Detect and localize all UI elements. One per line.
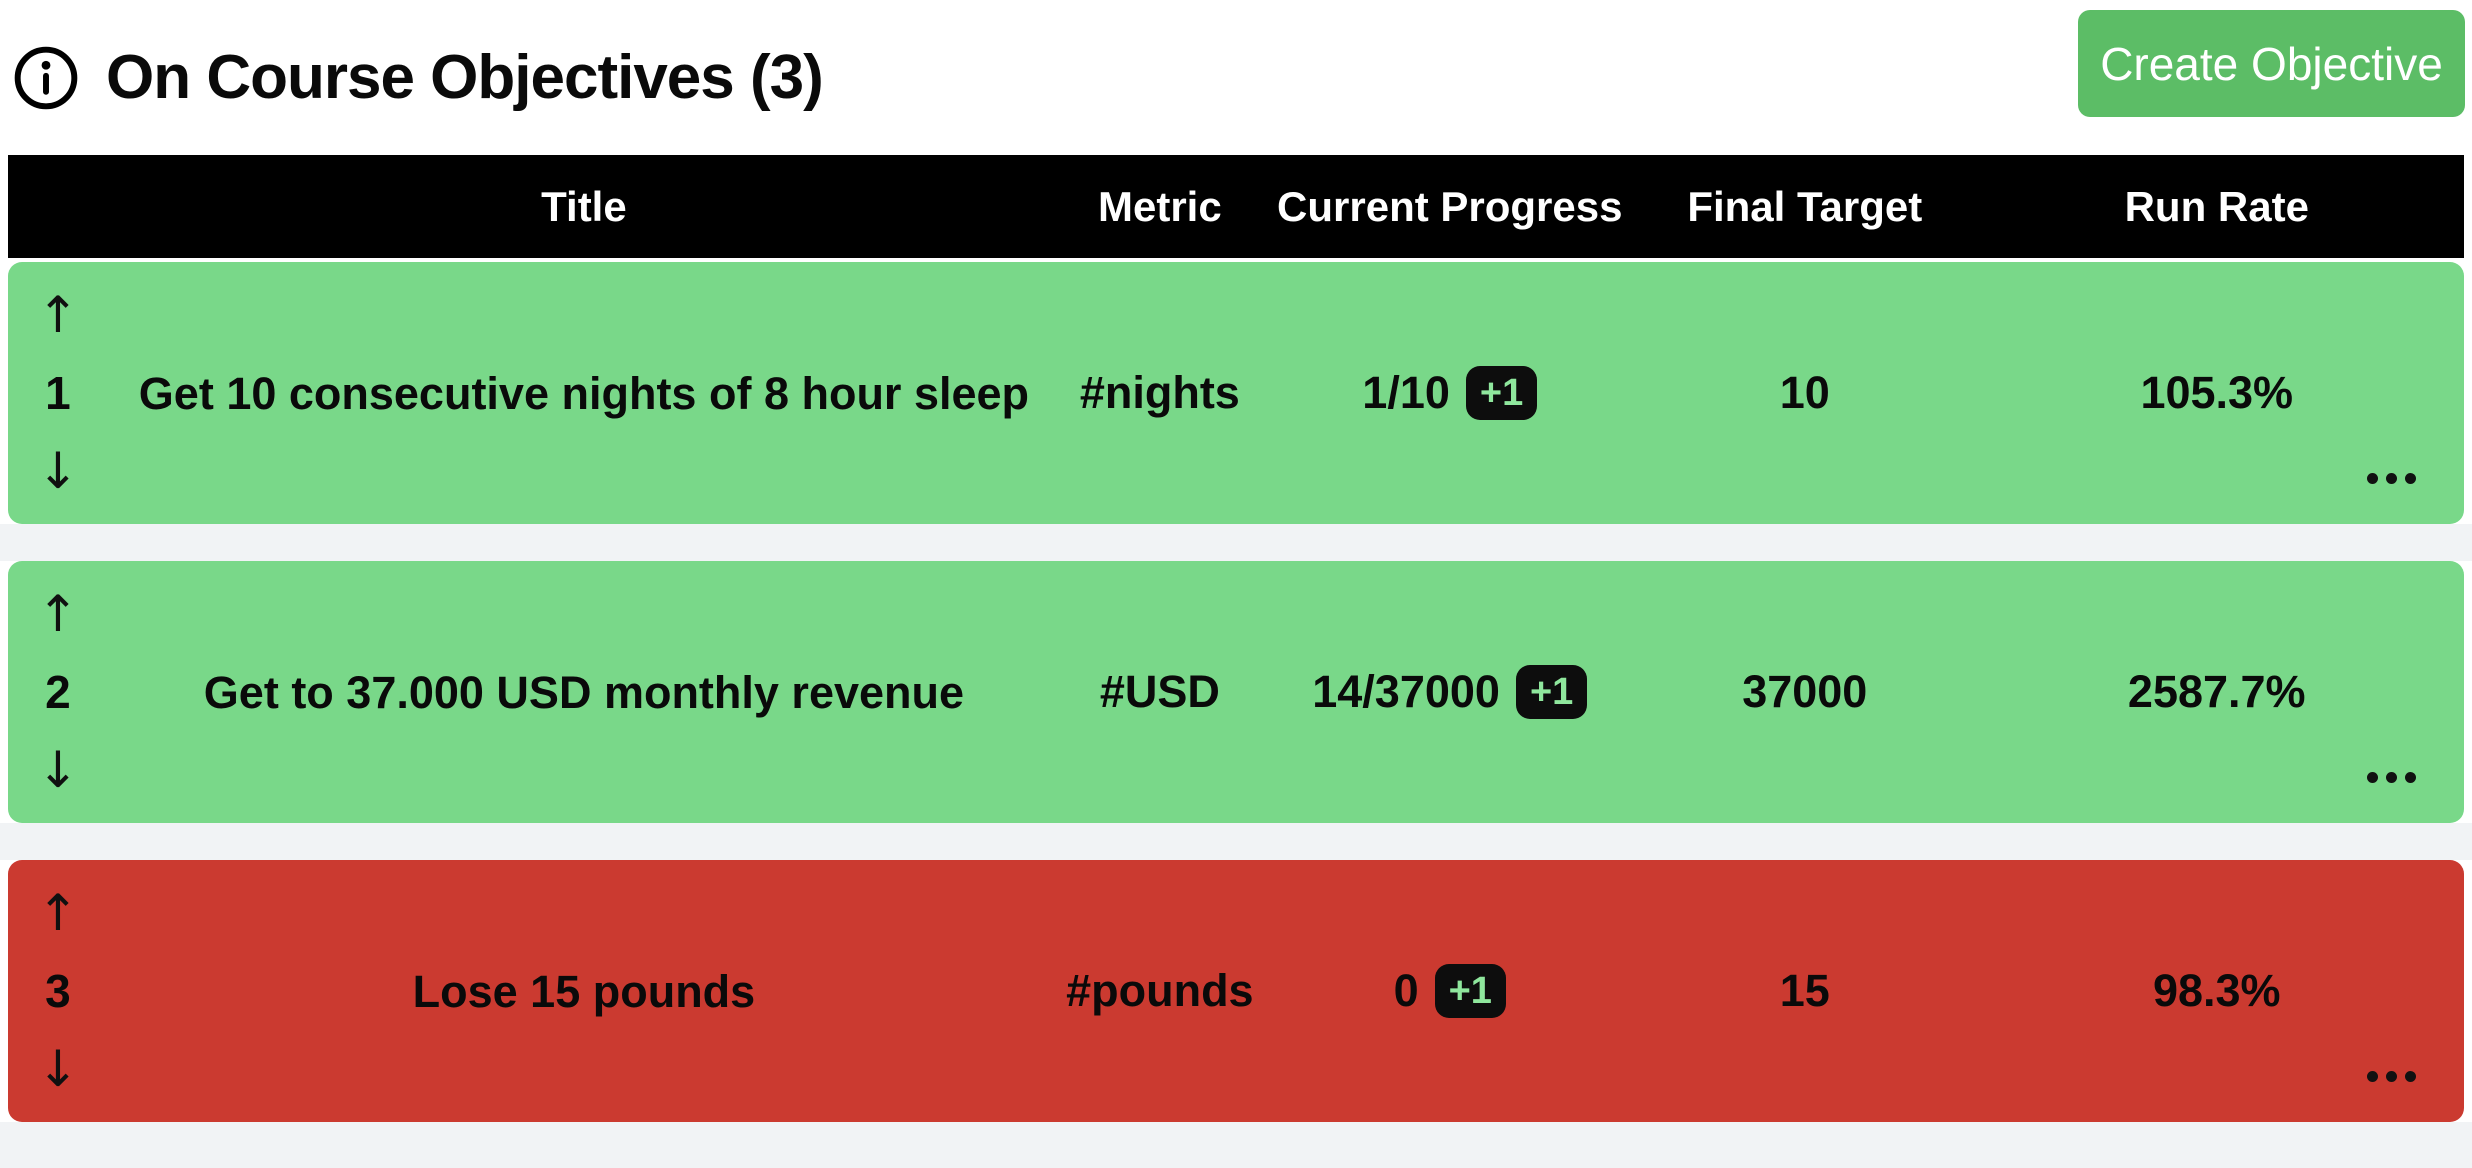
final-target-value: 10 — [1779, 367, 1830, 418]
run-rate-value: 2587.7% — [2127, 666, 2306, 717]
objective-title: Get to 37.000 USD monthly revenue — [203, 666, 965, 718]
objective-metric: #nights — [1079, 367, 1240, 418]
move-down-button[interactable]: ↓ — [37, 1040, 79, 1098]
objective-title: Lose 15 pounds — [412, 965, 756, 1017]
current-progress-cell: 14/37000 +1 — [1260, 561, 1640, 823]
row-gap — [0, 524, 2472, 561]
move-up-button[interactable]: ↑ — [37, 884, 79, 942]
ellipsis-dot — [2405, 1071, 2416, 1082]
final-target-value: 15 — [1779, 965, 1830, 1016]
ellipsis-dot — [2367, 1071, 2378, 1082]
current-progress-value: 1/10 — [1362, 367, 1450, 418]
move-up-button[interactable]: ↑ — [37, 286, 79, 344]
run-rate-value: 98.3% — [2152, 965, 2281, 1016]
row-menu-ellipsis[interactable] — [2363, 768, 2420, 787]
move-down-button[interactable]: ↓ — [37, 741, 79, 799]
bottom-strip — [0, 1122, 2472, 1168]
ellipsis-dot — [2367, 772, 2378, 783]
column-header-title: Title — [541, 182, 627, 230]
row-menu-ellipsis[interactable] — [2363, 1067, 2420, 1086]
final-target-value: 37000 — [1742, 666, 1868, 717]
row-gap — [0, 823, 2472, 860]
objective-title: Get 10 consecutive nights of 8 hour slee… — [138, 367, 1030, 419]
increment-button[interactable]: +1 — [1515, 665, 1588, 719]
objective-row: ↑ 3 ↓ Lose 15 pounds #pounds 0 +1 15 98.… — [8, 860, 2464, 1122]
position-number: 2 — [45, 666, 71, 718]
increment-button[interactable]: +1 — [1465, 366, 1538, 420]
position-number: 3 — [45, 965, 71, 1017]
title-wrap: On Course Objectives (3) — [12, 42, 824, 113]
run-rate-value: 105.3% — [2140, 367, 2294, 418]
increment-button[interactable]: +1 — [1434, 964, 1506, 1018]
objective-row: ↑ 2 ↓ Get to 37.000 USD monthly revenue … — [8, 561, 2464, 823]
position-cell: ↑ 2 ↓ — [8, 561, 108, 823]
position-cell: ↑ 3 ↓ — [8, 860, 108, 1122]
move-up-button[interactable]: ↑ — [37, 585, 79, 643]
current-progress-value: 0 — [1393, 965, 1419, 1016]
info-icon[interactable] — [12, 44, 80, 112]
objective-metric: #pounds — [1066, 965, 1254, 1016]
column-header-final-target: Final Target — [1687, 182, 1923, 230]
ellipsis-dot — [2405, 772, 2416, 783]
ellipsis-dot — [2386, 473, 2397, 484]
position-number: 1 — [45, 367, 71, 419]
objective-row: ↑ 1 ↓ Get 10 consecutive nights of 8 hou… — [8, 262, 2464, 524]
position-cell: ↑ 1 ↓ — [8, 262, 108, 524]
page-title: On Course Objectives (3) — [106, 43, 824, 112]
table-header-row: Title Metric Current Progress Final Targ… — [8, 155, 2464, 258]
current-progress-cell: 1/10 +1 — [1260, 262, 1640, 524]
ellipsis-dot — [2386, 772, 2397, 783]
ellipsis-dot — [2386, 1071, 2397, 1082]
current-progress-cell: 0 +1 — [1260, 860, 1640, 1122]
objective-metric: #USD — [1099, 666, 1220, 717]
move-down-button[interactable]: ↓ — [37, 442, 79, 500]
row-menu-ellipsis[interactable] — [2363, 469, 2420, 488]
ellipsis-dot — [2405, 473, 2416, 484]
column-header-run-rate: Run Rate — [2124, 182, 2309, 230]
column-header-metric: Metric — [1097, 182, 1222, 230]
divider — [0, 258, 2472, 262]
ellipsis-dot — [2367, 473, 2378, 484]
column-header-current-progress: Current Progress — [1277, 182, 1623, 230]
create-objective-button[interactable]: Create Objective — [2078, 10, 2465, 117]
page-header: On Course Objectives (3) Create Objectiv… — [0, 0, 2472, 155]
current-progress-value: 14/37000 — [1312, 666, 1500, 717]
